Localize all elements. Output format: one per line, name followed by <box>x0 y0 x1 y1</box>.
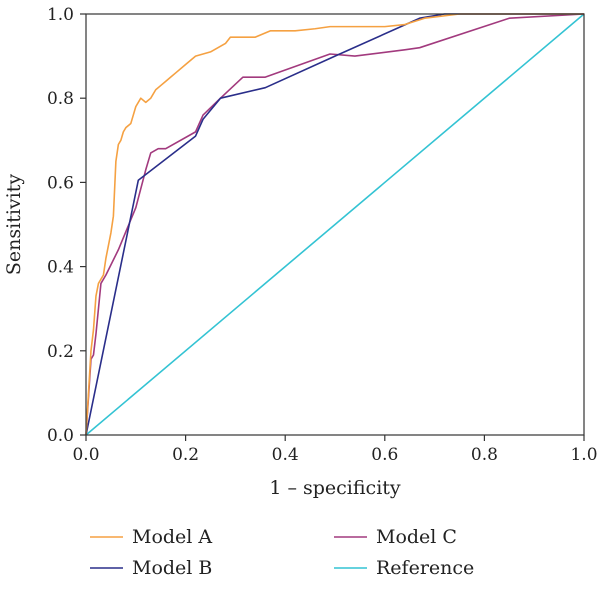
legend-label: Reference <box>376 557 474 579</box>
legend-item-model-b: Model B <box>90 557 212 579</box>
series-line-reference <box>85 13 585 436</box>
series-line-model-a <box>85 13 584 436</box>
y-tick-label: 1.0 <box>47 5 74 25</box>
legend-item-model-c: Model C <box>334 526 457 548</box>
y-tick-label: 0.8 <box>47 89 74 109</box>
legend-label: Model A <box>132 526 212 548</box>
series-line-model-c <box>85 13 585 436</box>
x-tick-label: 0.0 <box>72 445 99 465</box>
legend-item-model-a: Model A <box>90 526 212 548</box>
x-tick-label: 0.2 <box>172 445 199 465</box>
legend-item-reference: Reference <box>334 557 474 579</box>
x-tick-label: 1.0 <box>570 445 597 465</box>
y-axis-ticks: 0.0 0.2 0.4 0.6 0.8 1.0 <box>47 5 86 446</box>
y-tick-label: 0.0 <box>47 426 74 446</box>
plot-lines <box>85 13 585 436</box>
y-tick-label: 0.6 <box>47 173 74 193</box>
y-tick-label: 0.4 <box>47 258 74 278</box>
y-tick-label: 0.2 <box>47 342 74 362</box>
y-axis-label: Sensitivity <box>3 174 25 275</box>
x-axis-label: 1 – specificity <box>269 477 401 499</box>
series-line-model-b <box>85 13 584 436</box>
x-axis-ticks: 0.0 0.2 0.4 0.6 0.8 1.0 <box>72 435 598 465</box>
x-tick-label: 0.4 <box>272 445 299 465</box>
x-tick-label: 0.6 <box>371 445 398 465</box>
plot-frame <box>85 13 585 436</box>
legend-label: Model B <box>132 557 212 579</box>
legend-label: Model C <box>376 526 457 548</box>
x-tick-label: 0.8 <box>471 445 498 465</box>
legend: Model A Model C Model B Reference <box>90 526 474 579</box>
